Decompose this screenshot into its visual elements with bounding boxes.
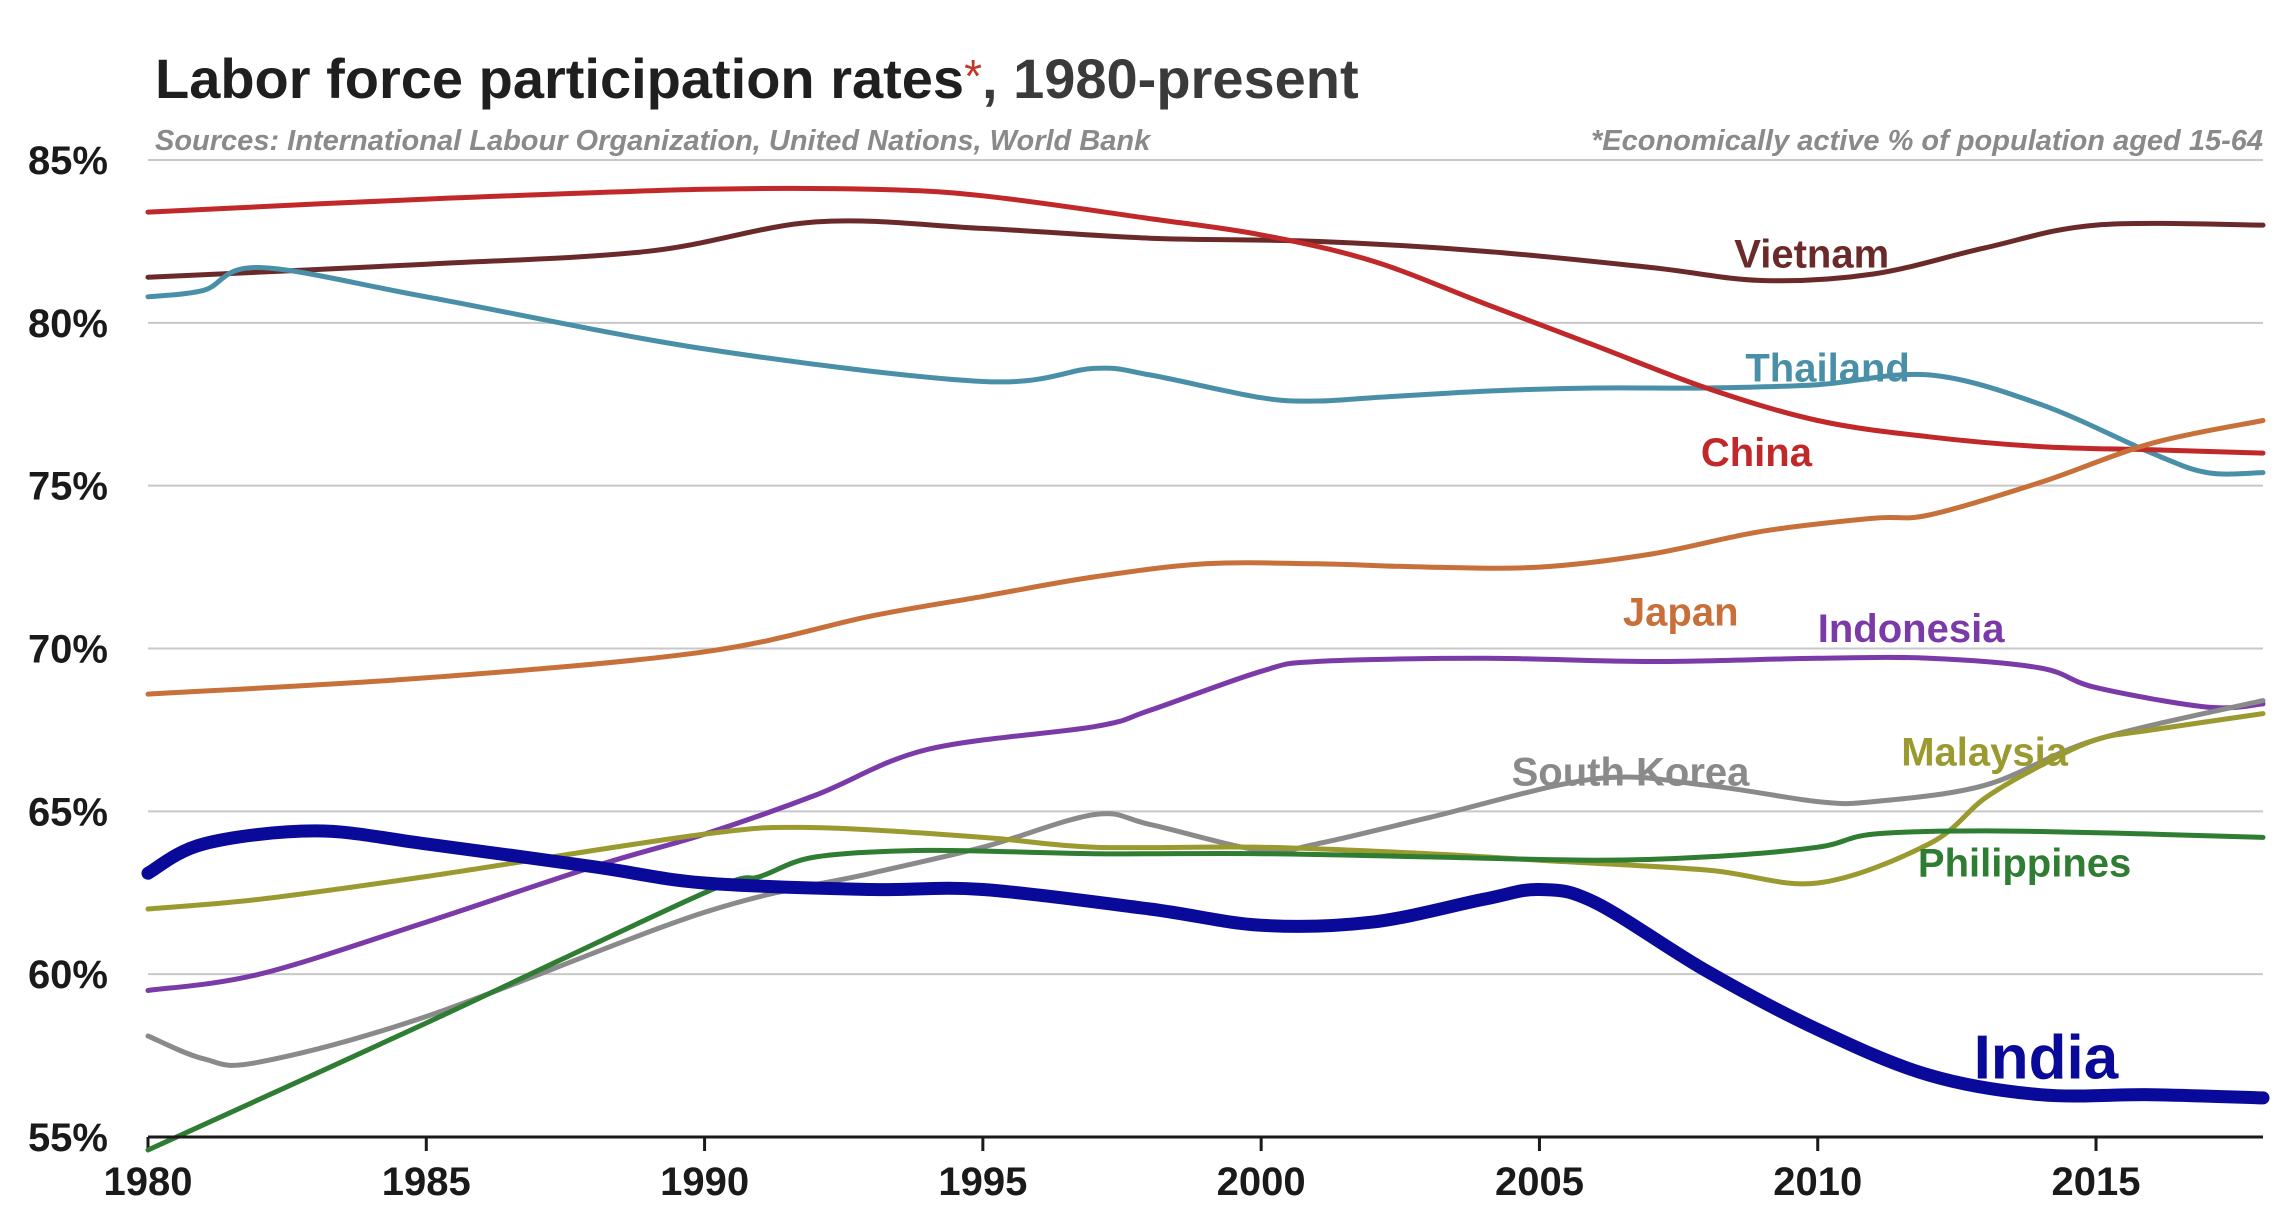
series-lines	[141, 185, 2270, 1153]
chart-title: Labor force participation rates*, 1980-p…	[155, 47, 1359, 110]
series-label-malaysia: Malaysia	[1901, 731, 2069, 775]
series-label-china: China	[1701, 431, 1813, 475]
y-tick-label: 65%	[28, 790, 108, 834]
series-line-india	[141, 824, 2270, 1105]
y-tick-label: 60%	[28, 953, 108, 997]
x-tick-label: 2000	[1217, 1160, 1306, 1204]
series-label-thailand: Thailand	[1745, 346, 1909, 390]
x-tick-label: 1990	[660, 1160, 749, 1204]
series-labels: Vietnam Thailand China Japan Indonesia South …	[1512, 232, 2132, 1092]
x-tick-label: 1985	[382, 1160, 471, 1204]
series-line-china	[145, 185, 2266, 456]
x-tick-label: 2015	[2052, 1160, 2141, 1204]
chart-title-main: Labor force participation rates	[155, 47, 964, 110]
chart-title-suffix: , 1980-present	[982, 47, 1359, 110]
series-line-indonesia	[145, 654, 2266, 993]
x-tick-label: 1980	[104, 1160, 193, 1204]
y-tick-label: 75%	[28, 465, 108, 509]
x-tick-label: 2005	[1495, 1160, 1584, 1204]
series-line-japan	[145, 418, 2266, 697]
y-tick-label: 55%	[28, 1116, 108, 1160]
x-tick-label: 1995	[938, 1160, 1027, 1204]
series-line-malaysia	[145, 711, 2266, 912]
x-axis-ticks: 1980 1985 1990 1995 2000 2005 2010 2015	[104, 1137, 2141, 1204]
series-line-philippines	[145, 828, 2266, 1153]
y-tick-label: 85%	[28, 139, 108, 183]
series-label-south-korea: South Korea	[1512, 750, 1751, 794]
series-label-indonesia: Indonesia	[1818, 607, 2005, 651]
series-label-india: India	[1974, 1023, 2119, 1092]
series-line-vietnam	[145, 218, 2266, 284]
x-tick-label: 2010	[1773, 1160, 1862, 1204]
chart-footnote: *Economically active % of population age…	[1591, 125, 2263, 157]
chart-grid	[148, 159, 2263, 976]
y-tick-label: 70%	[28, 628, 108, 672]
series-line-thailand	[145, 264, 2266, 477]
chart-source-note: Sources: International Labour Organizati…	[155, 125, 1152, 157]
series-label-japan: Japan	[1623, 591, 1739, 635]
y-tick-label: 80%	[28, 302, 108, 346]
y-axis-ticks: 85% 80% 75% 70% 65% 60% 55%	[28, 139, 108, 1160]
series-label-vietnam: Vietnam	[1734, 232, 1889, 276]
series-label-philippines: Philippines	[1918, 841, 2131, 885]
chart-title-mark: *	[964, 50, 982, 102]
